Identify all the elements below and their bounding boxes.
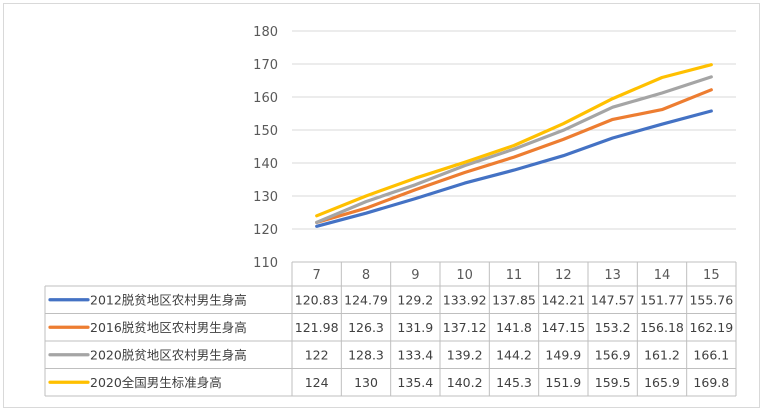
x-tick-label: 10	[456, 268, 473, 283]
data-label: 133.92	[443, 292, 487, 307]
data-label: 147.57	[591, 292, 635, 307]
data-table: 7 8 9 10 11 12 13 14 15 2012脱贫地区农村男生身高 120.83 124.7…	[44, 261, 737, 397]
y-tick-label: 160	[253, 91, 278, 106]
y-tick-label: 180	[253, 25, 278, 40]
data-label: 166.1	[693, 347, 729, 362]
x-tick-label: 7	[313, 268, 321, 283]
data-label: 124.79	[344, 292, 388, 307]
x-tick-label: 15	[703, 268, 720, 283]
data-label: 141.8	[496, 320, 532, 335]
data-label: 169.8	[693, 375, 729, 390]
data-label: 139.2	[447, 347, 483, 362]
data-label: 131.9	[397, 320, 433, 335]
legend-label: 2016脱贫地区农村男生身高	[90, 320, 247, 335]
data-label: 156.9	[595, 347, 631, 362]
data-label: 126.3	[348, 320, 384, 335]
y-tick-label: 110	[253, 256, 278, 271]
data-label: 165.9	[644, 375, 680, 390]
data-label: 121.98	[295, 320, 339, 335]
data-label: 145.3	[496, 375, 532, 390]
data-label: 144.2	[496, 347, 532, 362]
data-label: 133.4	[397, 347, 433, 362]
chart-frame	[3, 3, 760, 408]
data-label: 122	[305, 347, 329, 362]
data-label: 155.76	[689, 292, 733, 307]
data-label: 129.2	[397, 292, 433, 307]
legend-label: 2012脱贫地区农村男生身高	[90, 292, 247, 307]
series-line-3	[315, 75, 713, 224]
y-tick-label: 150	[253, 124, 278, 139]
data-label: 124	[305, 375, 329, 390]
data-label: 140.2	[447, 375, 483, 390]
x-tick-label: 9	[411, 268, 419, 283]
y-axis-ticks: 110 120 130 140 150 160 170 180	[253, 25, 278, 271]
y-tick-label: 120	[253, 223, 278, 238]
series-line-2	[315, 88, 713, 225]
data-label: 153.2	[595, 320, 631, 335]
data-label: 162.19	[689, 320, 733, 335]
data-label: 151.77	[640, 292, 684, 307]
y-tick-label: 140	[253, 157, 278, 172]
y-tick-label: 170	[253, 58, 278, 73]
data-label: 147.15	[541, 320, 585, 335]
data-label: 135.4	[397, 375, 433, 390]
x-tick-label: 14	[654, 268, 671, 283]
x-tick-label: 13	[604, 268, 621, 283]
data-label: 130	[354, 375, 378, 390]
data-label: 159.5	[595, 375, 631, 390]
data-label: 161.2	[644, 347, 680, 362]
data-label: 151.9	[545, 375, 581, 390]
x-tick-label: 8	[362, 268, 370, 283]
data-label: 156.18	[640, 320, 684, 335]
y-tick-label: 130	[253, 190, 278, 205]
data-label: 137.12	[443, 320, 487, 335]
data-label: 120.83	[295, 292, 339, 307]
data-label: 137.85	[492, 292, 536, 307]
x-tick-label: 12	[555, 268, 572, 283]
series-lines	[315, 63, 713, 228]
data-label: 142.21	[541, 292, 585, 307]
x-tick-label: 11	[506, 268, 523, 283]
data-label: 128.3	[348, 347, 384, 362]
data-label: 149.9	[545, 347, 581, 362]
legend-label: 2020脱贫地区农村男生身高	[90, 347, 247, 362]
legend-label: 2020全国男生标准身高	[90, 375, 222, 390]
